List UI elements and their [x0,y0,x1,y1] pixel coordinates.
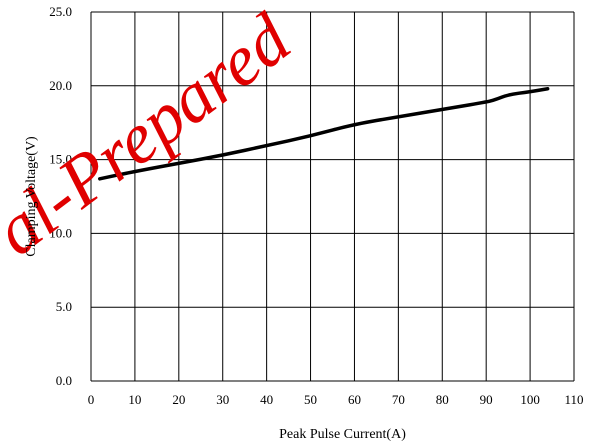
y-tick-label-10.0: 10.0 [49,225,72,240]
series-layer [98,87,550,181]
watermark-text: al-Prepared [0,0,305,271]
series-line-0 [98,87,550,181]
x-tick-label-10: 10 [128,392,141,407]
x-tick-label-50: 50 [304,392,317,407]
x-tick-label-20: 20 [172,392,185,407]
x-tick-label-70: 70 [392,392,405,407]
x-axis-tick-labels: 0 10 20 30 40 50 60 70 80 90 100 110 [88,392,584,407]
y-axis-label: Clamping Voltage(V) [24,136,39,257]
x-tick-label-40: 40 [260,392,273,407]
x-tick-label-30: 30 [216,392,229,407]
x-tick-label-90: 90 [480,392,493,407]
x-tick-label-100: 100 [520,392,540,407]
x-tick-label-110: 110 [564,392,583,407]
y-tick-label-0.0: 0.0 [56,373,72,388]
x-tick-label-0: 0 [88,392,95,407]
y-axis-tick-labels: 0.0 5.0 10.0 15.0 20.0 25.0 [49,4,72,388]
x-tick-label-60: 60 [348,392,361,407]
x-axis-label: Peak Pulse Current(A) [279,427,406,442]
y-tick-label-25.0: 25.0 [49,4,72,19]
y-tick-label-20.0: 20.0 [49,78,72,93]
x-tick-label-80: 80 [436,392,449,407]
y-tick-label-15.0: 15.0 [49,152,72,167]
grid-lines [90,11,575,382]
watermark-layer: al-Prepared [0,0,305,271]
y-tick-label-5.0: 5.0 [56,299,72,314]
